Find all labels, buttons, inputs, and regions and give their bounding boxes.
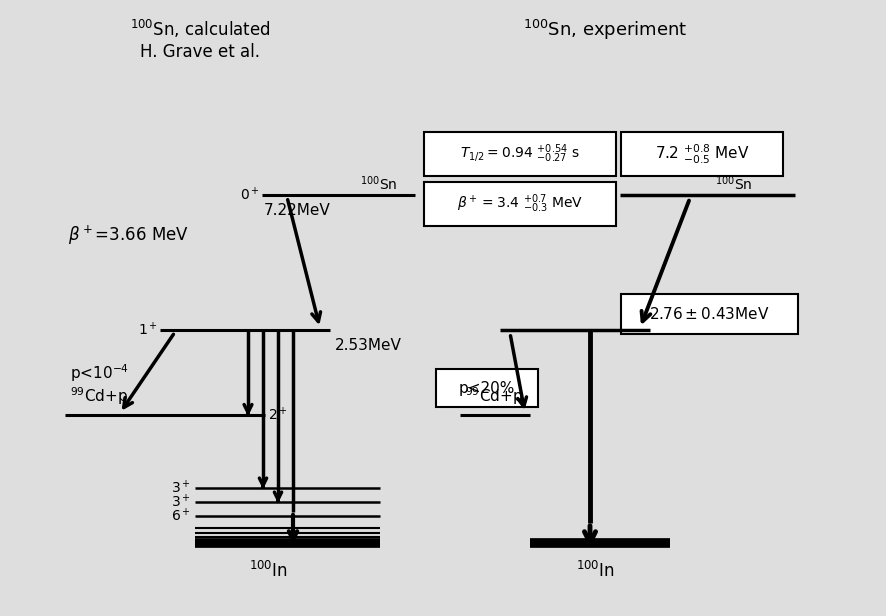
Text: p<20%: p<20% bbox=[459, 381, 515, 395]
Text: 0$^+$: 0$^+$ bbox=[240, 187, 260, 204]
FancyBboxPatch shape bbox=[621, 132, 783, 176]
Text: $7.2\ ^{+0.8}_{-0.5}$ MeV: $7.2\ ^{+0.8}_{-0.5}$ MeV bbox=[655, 142, 750, 166]
Text: $\beta^+ = 3.4\ ^{+0.7}_{-0.3}$ MeV: $\beta^+ = 3.4\ ^{+0.7}_{-0.3}$ MeV bbox=[457, 193, 583, 216]
Text: 1$^+$: 1$^+$ bbox=[138, 322, 158, 339]
Text: 3$^+$: 3$^+$ bbox=[171, 479, 191, 496]
Text: $^{100}$Sn, experiment: $^{100}$Sn, experiment bbox=[523, 18, 688, 42]
Text: 7.22MeV: 7.22MeV bbox=[264, 203, 330, 218]
Text: $2.76\pm0.43$MeV: $2.76\pm0.43$MeV bbox=[649, 306, 770, 322]
FancyBboxPatch shape bbox=[436, 369, 538, 407]
Text: $\beta^+$=3.66 MeV: $\beta^+$=3.66 MeV bbox=[68, 224, 189, 246]
Text: $^{100}$In: $^{100}$In bbox=[249, 561, 287, 581]
Text: p<10$^{-4}$: p<10$^{-4}$ bbox=[70, 362, 129, 384]
FancyBboxPatch shape bbox=[424, 132, 616, 176]
Text: $T_{1/2} = 0.94\ ^{+0.54}_{-0.27}$ s: $T_{1/2} = 0.94\ ^{+0.54}_{-0.27}$ s bbox=[460, 143, 580, 165]
Text: $^{100}$Sn: $^{100}$Sn bbox=[715, 174, 752, 193]
Text: 2.53MeV: 2.53MeV bbox=[335, 338, 402, 353]
Text: $^{100}$Sn: $^{100}$Sn bbox=[360, 174, 398, 193]
Text: 3$^+$: 3$^+$ bbox=[171, 493, 191, 511]
Text: $^{100}$Sn, calculated
H. Grave et al.: $^{100}$Sn, calculated H. Grave et al. bbox=[129, 18, 270, 61]
Text: $^{99}$Cd+p: $^{99}$Cd+p bbox=[70, 385, 128, 407]
Text: $^{100}$In: $^{100}$In bbox=[576, 561, 615, 581]
FancyBboxPatch shape bbox=[424, 182, 616, 226]
Text: 6$^+$: 6$^+$ bbox=[171, 508, 191, 525]
Text: $^{99}$Cd+p: $^{99}$Cd+p bbox=[465, 385, 523, 407]
Text: 2$^+$: 2$^+$ bbox=[268, 407, 288, 424]
FancyBboxPatch shape bbox=[621, 294, 798, 334]
